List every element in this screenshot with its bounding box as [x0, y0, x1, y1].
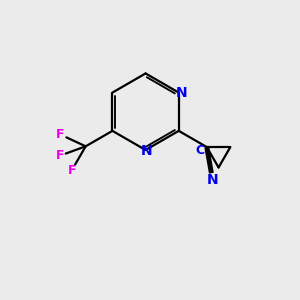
Text: F: F [68, 164, 76, 177]
Text: F: F [56, 128, 65, 141]
Text: N: N [175, 85, 187, 100]
Text: N: N [140, 145, 152, 158]
Text: N: N [207, 173, 218, 188]
Text: F: F [56, 149, 64, 162]
Text: C: C [196, 144, 205, 157]
